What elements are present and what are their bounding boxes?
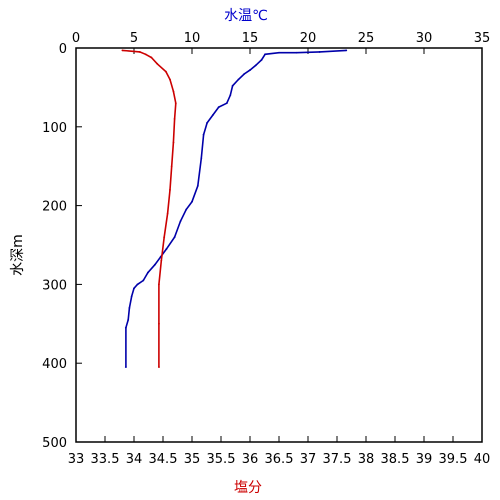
temperature-data-point: [179, 220, 182, 223]
salinity-data-point: [172, 90, 175, 93]
temperature-tick-label: 25: [358, 31, 375, 46]
salinity-tick-label: 37.5: [323, 452, 352, 467]
temperature-data-point: [295, 51, 298, 54]
salinity-data-point: [170, 165, 173, 168]
salinity-tick-label: 36.5: [265, 452, 294, 467]
temperature-data-point: [237, 78, 240, 81]
temperature-tick-label: 20: [300, 31, 317, 46]
temperature-data-point: [133, 287, 135, 290]
salinity-axis-title: 塩分: [234, 480, 262, 496]
salinity-tick-label: 33.5: [91, 452, 120, 467]
temperature-data-point: [225, 102, 228, 105]
plot-frame: [75, 47, 483, 443]
depth-tick-label: 400: [42, 357, 67, 372]
depth-tick-label: 100: [42, 121, 67, 136]
salinity-tick-label: 38.5: [381, 452, 410, 467]
temperature-data-point: [165, 248, 168, 250]
salinity-profile-line: [122, 49, 177, 368]
salinity-tick-label: 37: [300, 452, 317, 467]
salinity-tick-label: 39.5: [439, 452, 468, 467]
salinity-data-point: [172, 141, 175, 144]
salinity-tick-label: 34.5: [149, 452, 178, 467]
salinity-tick-label: 35: [184, 452, 201, 467]
salinity-data-point: [173, 118, 176, 120]
salinity-data-point: [169, 188, 171, 191]
salinity-tick-label: 40: [474, 452, 491, 467]
salinity-data-point: [163, 236, 166, 239]
temperature-data-point: [318, 51, 321, 53]
temperature-data-point: [264, 53, 266, 56]
temperature-data-point: [211, 114, 214, 116]
salinity-data-point: [150, 56, 153, 59]
salinity-tick-label: 39: [416, 452, 433, 467]
temperature-data-point: [142, 279, 145, 282]
temperature-data-point: [254, 64, 257, 67]
depth-tick-label: 200: [42, 200, 67, 215]
salinity-tick-label: 34: [126, 452, 143, 467]
salinity-data-point: [144, 53, 147, 56]
salinity-data-point: [121, 49, 124, 52]
temperature-data-point: [136, 283, 139, 286]
salinity-data-point: [156, 62, 159, 65]
salinity-data-point: [169, 78, 171, 81]
temperature-data-point: [124, 366, 127, 369]
depth-axis-title: 水深m: [10, 234, 26, 276]
depth-axis: 0 100 200 300 400 500: [42, 42, 82, 451]
salinity-data-point: [166, 212, 169, 215]
temperature-data-point: [206, 121, 208, 124]
temperature-tick-label: 10: [184, 31, 201, 46]
depth-tick-label: 0: [59, 42, 67, 57]
temperature-axis: 0 5 10 15 20 25 30 35: [72, 31, 490, 54]
temperature-tick-label: 35: [474, 31, 491, 46]
temperature-data-point: [147, 271, 149, 274]
temperature-tick-label: 0: [72, 31, 80, 46]
temperature-tick-label: 30: [416, 31, 433, 46]
salinity-data-point: [138, 51, 141, 53]
salinity-data-point: [158, 283, 160, 286]
temperature-data-point: [130, 295, 133, 298]
temperature-data-point: [191, 200, 193, 203]
temperature-data-point: [200, 157, 203, 160]
temperature-data-point: [127, 318, 130, 321]
temperature-data-point: [260, 58, 263, 61]
salinity-axis: 33 33.5 34 34.5 35 35.5 36 36.5 37 37.5 38 38.5 39 39…: [68, 436, 491, 467]
salinity-data-point: [174, 102, 177, 105]
depth-tick-label: 500: [42, 436, 67, 451]
temperature-data-point: [202, 133, 205, 136]
salinity-data-point: [165, 70, 167, 73]
salinity-data-point: [158, 322, 160, 325]
temperature-data-point: [243, 73, 246, 75]
temperature-data-point: [217, 106, 220, 108]
temperature-data-point: [345, 49, 348, 52]
salinity-data-point: [160, 259, 163, 262]
temperature-data-point: [229, 94, 232, 97]
depth-tick-label: 300: [42, 278, 67, 293]
salinity-data-point: [158, 366, 160, 369]
temperature-axis-title: 水温℃: [224, 8, 268, 24]
temperature-data-point: [153, 263, 156, 266]
salinity-tick-label: 38: [358, 452, 375, 467]
temperature-tick-label: 15: [242, 31, 259, 46]
temperature-data-point: [278, 51, 280, 54]
temperature-data-point: [231, 84, 234, 87]
temperature-data-point: [249, 69, 251, 71]
temperature-data-point: [128, 307, 131, 309]
salinity-tick-label: 33: [68, 452, 85, 467]
salinity-tick-label: 36: [242, 452, 259, 467]
temperature-data-point: [196, 185, 199, 187]
temperature-tick-label: 5: [130, 31, 138, 46]
temperature-data-point: [173, 236, 176, 239]
temperature-data-point: [124, 326, 127, 329]
salinity-tick-label: 35.5: [207, 452, 236, 467]
temperature-data-point: [185, 208, 188, 211]
series-layer: [121, 49, 348, 369]
